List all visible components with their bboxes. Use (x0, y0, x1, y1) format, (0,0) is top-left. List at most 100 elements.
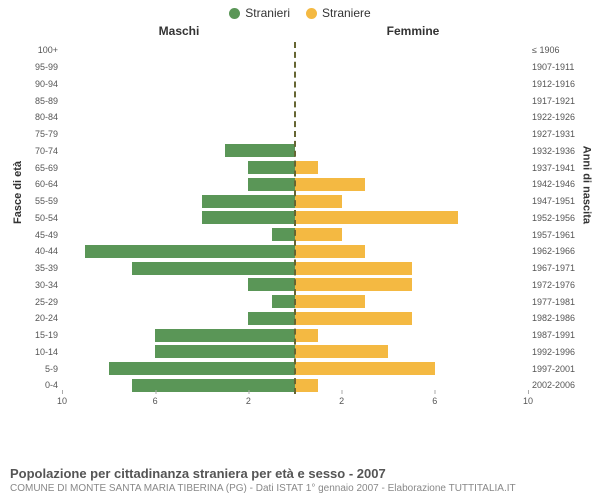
birth-tick: 1947-1951 (532, 196, 582, 206)
male-bar (248, 178, 295, 191)
legend-item-female: Straniere (306, 6, 371, 20)
age-tick: 75-79 (22, 129, 58, 139)
male-half (62, 176, 295, 193)
caption-sub: COMUNE DI MONTE SANTA MARIA TIBERINA (PG… (10, 483, 590, 494)
female-bar (295, 228, 342, 241)
age-tick: 90-94 (22, 79, 58, 89)
age-tick: 80-84 (22, 112, 58, 122)
age-tick: 100+ (22, 45, 58, 55)
birth-tick: 1977-1981 (532, 297, 582, 307)
male-half (62, 310, 295, 327)
caption-title: Popolazione per cittadinanza straniera p… (10, 466, 590, 481)
legend-item-male: Stranieri (229, 6, 290, 20)
birth-tick: 1927-1931 (532, 129, 582, 139)
x-tick: 2 (339, 396, 344, 406)
male-half (62, 293, 295, 310)
male-half (62, 42, 295, 59)
x-axis: 1062 2610 (62, 394, 528, 412)
female-bar (295, 262, 412, 275)
birth-tick: 1992-1996 (532, 347, 582, 357)
male-bar (202, 195, 295, 208)
female-half (295, 360, 528, 377)
birth-tick: 1982-1986 (532, 313, 582, 323)
male-half (62, 226, 295, 243)
age-tick: 25-29 (22, 297, 58, 307)
age-tick: 65-69 (22, 163, 58, 173)
male-bar (155, 345, 295, 358)
female-half (295, 310, 528, 327)
female-half (295, 126, 528, 143)
age-tick: 95-99 (22, 62, 58, 72)
female-half (295, 193, 528, 210)
male-half (62, 327, 295, 344)
panel-titles: Maschi Femmine (22, 24, 580, 42)
birth-tick: 1937-1941 (532, 163, 582, 173)
male-bar (272, 228, 295, 241)
female-half (295, 59, 528, 76)
female-bar (295, 345, 388, 358)
female-bar (295, 161, 318, 174)
birth-tick: 1922-1926 (532, 112, 582, 122)
female-bar (295, 379, 318, 392)
x-tick: 6 (153, 396, 158, 406)
panel-title-male: Maschi (22, 24, 296, 42)
birth-tick: ≤ 1906 (532, 45, 582, 55)
age-tick: 45-49 (22, 230, 58, 240)
age-tick: 10-14 (22, 347, 58, 357)
male-bar (272, 295, 295, 308)
male-half (62, 92, 295, 109)
female-half (295, 344, 528, 361)
female-half (295, 76, 528, 93)
male-half (62, 126, 295, 143)
male-half (62, 59, 295, 76)
female-half (295, 277, 528, 294)
male-bar (109, 362, 295, 375)
panel-title-female: Femmine (296, 24, 580, 42)
female-half (295, 293, 528, 310)
female-bar (295, 295, 365, 308)
birth-tick: 1952-1956 (532, 213, 582, 223)
birth-tick: 1942-1946 (532, 179, 582, 189)
male-bar (248, 161, 295, 174)
legend-label-male: Stranieri (245, 6, 290, 20)
male-bar (132, 262, 295, 275)
female-half (295, 92, 528, 109)
female-half (295, 210, 528, 227)
female-bar (295, 211, 458, 224)
female-half (295, 327, 528, 344)
birth-tick: 1907-1911 (532, 62, 582, 72)
legend-swatch-male (229, 8, 240, 19)
age-tick: 60-64 (22, 179, 58, 189)
age-tick: 55-59 (22, 196, 58, 206)
age-tick: 85-89 (22, 96, 58, 106)
age-tick: 20-24 (22, 313, 58, 323)
age-tick: 0-4 (22, 380, 58, 390)
male-half (62, 109, 295, 126)
caption: Popolazione per cittadinanza straniera p… (10, 466, 590, 494)
male-half (62, 360, 295, 377)
female-bar (295, 245, 365, 258)
x-axis-right: 2610 (295, 394, 528, 412)
birth-tick: 1957-1961 (532, 230, 582, 240)
male-half (62, 143, 295, 160)
male-bar (202, 211, 295, 224)
female-bar (295, 278, 412, 291)
age-tick: 70-74 (22, 146, 58, 156)
male-bar (248, 278, 295, 291)
female-half (295, 42, 528, 59)
x-tick: 10 (523, 396, 533, 406)
female-half (295, 143, 528, 160)
male-half (62, 76, 295, 93)
female-half (295, 176, 528, 193)
center-line (294, 42, 296, 394)
x-axis-left: 1062 (62, 394, 295, 412)
female-half (295, 159, 528, 176)
female-bar (295, 178, 365, 191)
x-tick: 2 (246, 396, 251, 406)
male-half (62, 260, 295, 277)
male-half (62, 210, 295, 227)
female-bar (295, 312, 412, 325)
birth-tick: 1917-1921 (532, 96, 582, 106)
male-bar (225, 144, 295, 157)
age-tick: 5-9 (22, 364, 58, 374)
